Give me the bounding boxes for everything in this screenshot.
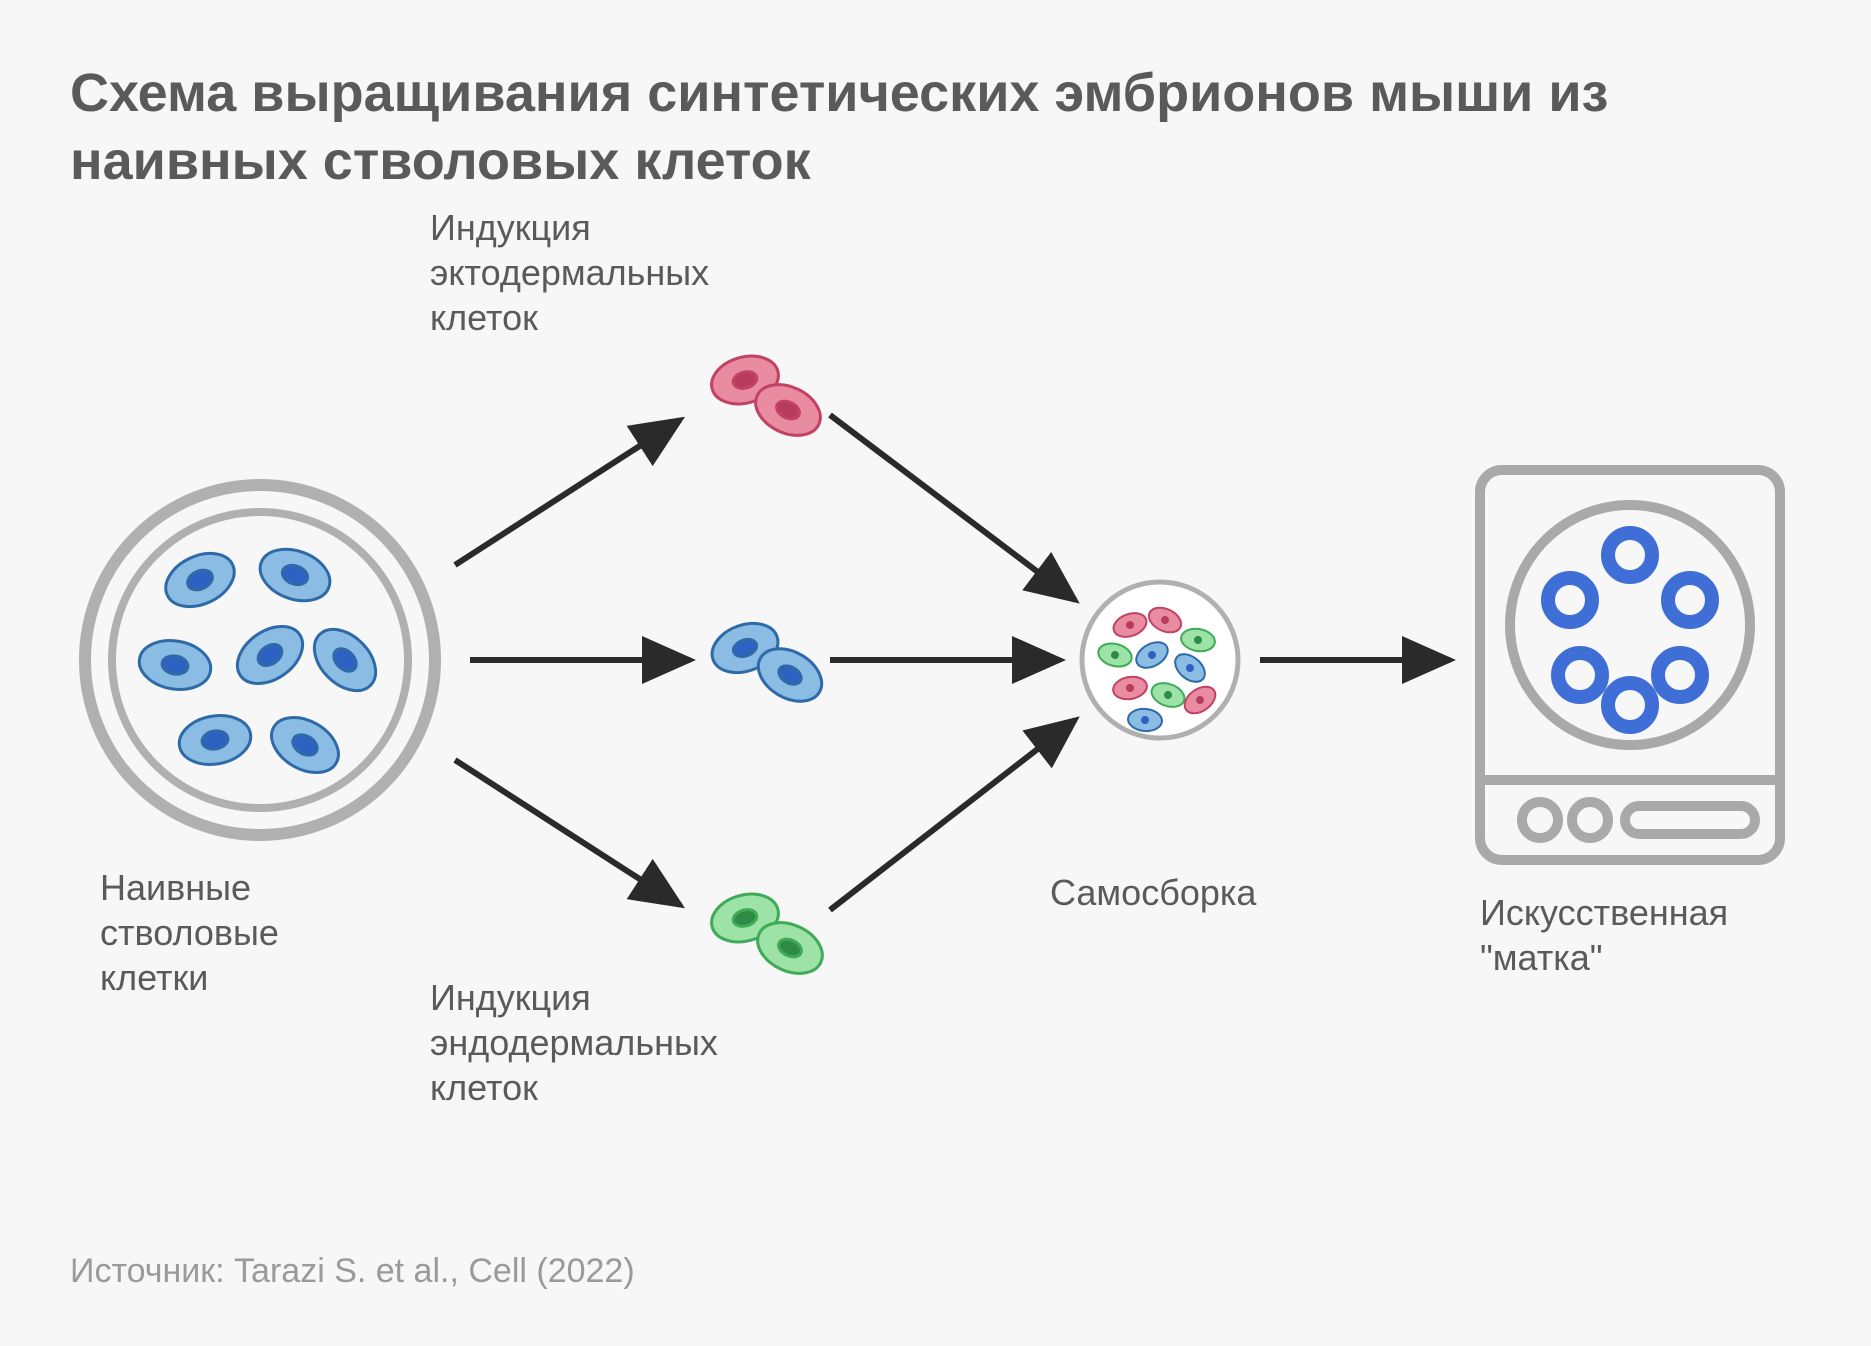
arrow bbox=[830, 415, 1075, 600]
blue-cells bbox=[135, 540, 387, 784]
source-citation: Tarazi S. et al., Cell (2022) bbox=[234, 1252, 635, 1290]
arrow bbox=[455, 760, 680, 905]
page-root: Схема выращивания синтетических эмбрионо… bbox=[0, 0, 1871, 1346]
arrow bbox=[455, 420, 680, 565]
arrow bbox=[830, 720, 1075, 910]
diagram-canvas bbox=[0, 0, 1871, 1346]
selfassembly-dish bbox=[1082, 582, 1238, 738]
naive-dish bbox=[85, 485, 435, 835]
label-endo: Индукция эндодермальных клеток bbox=[430, 975, 718, 1110]
label-naive: Наивные стволовые клетки bbox=[100, 865, 279, 1000]
source-line: Источник: Tarazi S. et al., Cell (2022) bbox=[70, 1252, 635, 1291]
ecto-cells bbox=[706, 349, 828, 445]
womb-device bbox=[1480, 470, 1780, 860]
label-womb: Искусственная "матка" bbox=[1480, 890, 1728, 980]
source-prefix: Источник: bbox=[70, 1252, 234, 1290]
endo-cells bbox=[706, 887, 830, 983]
mid-cells bbox=[705, 615, 831, 712]
arrows-group bbox=[455, 415, 1450, 910]
label-selfassembly: Самосборка bbox=[1050, 870, 1256, 915]
label-ecto: Индукция эктодермальных клеток bbox=[430, 205, 709, 340]
